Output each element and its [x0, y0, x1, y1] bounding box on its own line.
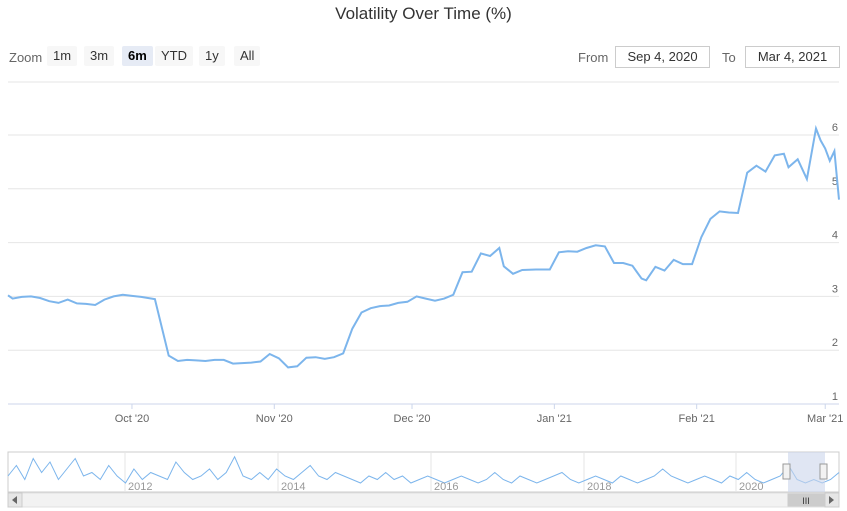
to-label: To [722, 50, 736, 65]
grid-lines [8, 81, 839, 405]
zoom-6m-button[interactable]: 6m [122, 46, 153, 66]
zoom-all-button[interactable]: All [234, 46, 261, 66]
y-axis-labels: 1 2 3 4 5 6 [832, 122, 838, 403]
from-date-input[interactable]: Sep 4, 2020 [615, 46, 710, 68]
x-tick-label: Nov '20 [256, 413, 293, 425]
y-tick-label: 2 [832, 337, 838, 349]
zoom-ytd-button[interactable]: YTD [155, 46, 193, 66]
x-tick-label: Jan '21 [537, 413, 572, 425]
navigator-year-label: 2016 [434, 481, 458, 493]
x-axis-labels: Oct '20 Nov '20 Dec '20 Jan '21 Feb '21 Mar '… [8, 403, 843, 425]
x-tick-label: Feb '21 [678, 413, 714, 425]
navigator-left-handle[interactable] [782, 463, 791, 480]
navigator-year-label: 2014 [281, 481, 305, 493]
y-tick-label: 6 [832, 122, 838, 134]
navigator[interactable]: 2012 2014 2016 2018 2020 [7, 451, 840, 493]
zoom-1y-button[interactable]: 1y [199, 46, 225, 66]
scrollbar-thumb[interactable] [787, 493, 826, 507]
zoom-label: Zoom [9, 50, 43, 65]
x-tick-label: Dec '20 [394, 413, 431, 425]
y-tick-label: 4 [832, 230, 838, 242]
navigator-series-line [7, 455, 840, 484]
to-date-input[interactable]: Mar 4, 2021 [745, 46, 840, 68]
navigator-right-handle[interactable] [819, 463, 828, 480]
navigator-year-label: 2018 [587, 481, 611, 493]
navigator-year-label: 2020 [739, 481, 763, 493]
y-tick-label: 1 [832, 391, 838, 403]
arrow-right-icon [829, 496, 834, 504]
y-tick-label: 3 [832, 283, 838, 295]
scrollbar-grip: III [802, 496, 810, 506]
x-tick-label: Mar '21 [807, 413, 843, 425]
navigator-year-label: 2012 [128, 481, 152, 493]
navigator-grid [124, 452, 737, 492]
navigator-selection[interactable] [788, 452, 825, 492]
chart-title: Volatility Over Time (%) [335, 4, 512, 23]
x-tick-label: Oct '20 [115, 413, 150, 425]
from-label: From [578, 50, 609, 65]
navigator-frame [7, 451, 840, 493]
arrow-left-icon [12, 496, 17, 504]
zoom-3m-button[interactable]: 3m [84, 46, 115, 66]
navigator-year-labels: 2012 2014 2016 2018 2020 [128, 481, 763, 493]
scrollbar-track[interactable] [7, 492, 840, 508]
scrollbar[interactable]: III [7, 492, 840, 508]
volatility-series-line[interactable] [7, 124, 840, 369]
y-tick-label: 5 [832, 176, 838, 188]
zoom-1m-button[interactable]: 1m [47, 46, 78, 66]
